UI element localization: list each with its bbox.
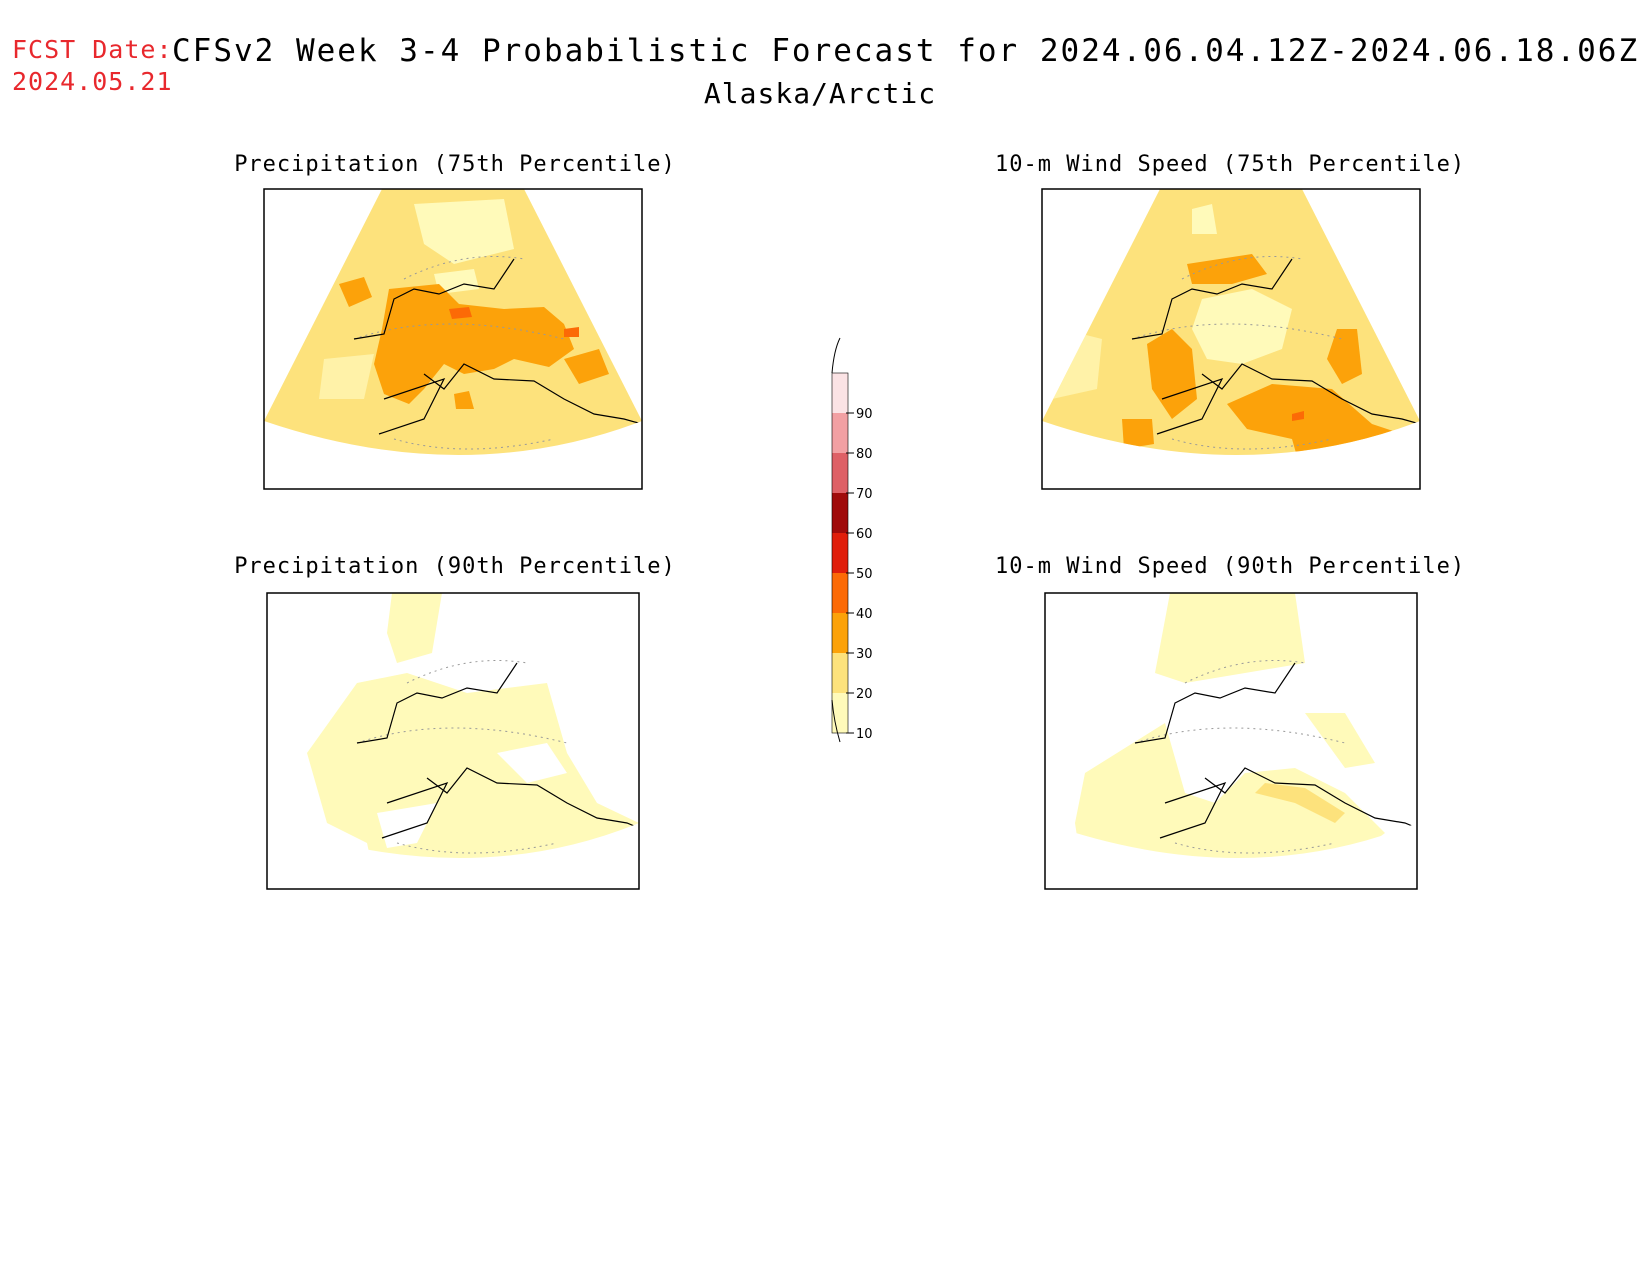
coastline — [1134, 662, 1417, 839]
prob-field-orange — [454, 391, 474, 409]
prob-field-light — [1192, 204, 1217, 234]
prob-field-none — [377, 803, 437, 848]
prob-field-orange — [564, 349, 609, 384]
prob-field-orange — [1147, 329, 1197, 419]
colorbar-top-cap — [831, 337, 841, 374]
map-wind-75 — [1041, 188, 1421, 490]
prob-field-red-orange — [1292, 411, 1304, 421]
prob-field-light — [1192, 289, 1292, 364]
prob-field-none — [497, 743, 567, 783]
coastline — [353, 258, 642, 435]
colorbar-tick-label: 80 — [856, 447, 873, 462]
colorbar-swatch — [832, 453, 848, 493]
map-frame — [263, 188, 643, 490]
colorbar-swatch — [832, 693, 848, 733]
colorbar-swatch — [832, 493, 848, 533]
prob-field-red-orange — [564, 327, 579, 337]
prob-field-orange — [1227, 384, 1417, 455]
colorbar-swatch — [832, 573, 848, 613]
map-frame — [1041, 188, 1421, 490]
colorbar-tick-label: 30 — [856, 647, 873, 662]
prob-field-light — [1052, 329, 1102, 399]
colorbar-tick-label: 70 — [856, 487, 873, 502]
map-frame — [266, 592, 640, 890]
region-subtitle: Alaska/Arctic — [703, 77, 937, 110]
coastline — [1131, 258, 1420, 435]
panel-title-wind-90: 10-m Wind Speed (90th Percentile) — [995, 554, 1466, 579]
colorbar-bottom-cap — [831, 699, 841, 743]
colorbar-swatch — [832, 413, 848, 453]
colorbar-tick-label: 20 — [856, 687, 873, 702]
prob-field-orange — [1122, 419, 1154, 449]
fcst-date-value: 2024.05.21 — [12, 67, 173, 96]
colorbar-tick-label: 50 — [856, 567, 873, 582]
prob-field-light — [319, 354, 374, 399]
colorbar-swatch — [832, 373, 848, 413]
probability-colorbar: 90 80 70 60 50 40 30 20 10 — [831, 337, 873, 743]
colorbar-border — [831, 372, 849, 734]
colorbar-tick-label: 90 — [856, 407, 873, 422]
prob-field-light — [414, 199, 514, 264]
prob-field-light — [434, 269, 479, 294]
colorbar-swatch — [832, 613, 848, 653]
prob-field-orange — [1327, 329, 1362, 384]
map-wind-90 — [1044, 592, 1418, 890]
colorbar-tick-label: 60 — [856, 527, 873, 542]
map-frame — [1044, 592, 1418, 890]
colorbar-swatch — [832, 533, 848, 573]
panel-title-precip-75: Precipitation (75th Percentile) — [234, 152, 676, 177]
prob-field-orange — [509, 451, 536, 455]
map-precip-75 — [263, 188, 643, 490]
prob-field-light — [1305, 713, 1375, 768]
coastline — [356, 662, 639, 839]
prob-field-orange — [1187, 254, 1267, 284]
map-precip-90 — [266, 592, 640, 890]
fcst-date-label: FCST Date: — [12, 35, 173, 64]
prob-field-light — [1155, 593, 1305, 683]
prob-field-red-orange — [449, 307, 472, 319]
colorbar-tick-label: 40 — [856, 607, 873, 622]
main-title: CFSv2 Week 3-4 Probabilistic Forecast fo… — [172, 33, 1640, 69]
prob-field-base-darker — [1255, 783, 1345, 823]
colorbar-swatch — [832, 653, 848, 693]
colorbar-tick-label: 10 — [856, 727, 873, 742]
prob-field-light — [1075, 723, 1385, 858]
prob-field-orange — [339, 277, 372, 307]
panel-title-precip-90: Precipitation (90th Percentile) — [234, 554, 676, 579]
panel-title-wind-75: 10-m Wind Speed (75th Percentile) — [995, 152, 1466, 177]
prob-field-light — [387, 593, 442, 663]
